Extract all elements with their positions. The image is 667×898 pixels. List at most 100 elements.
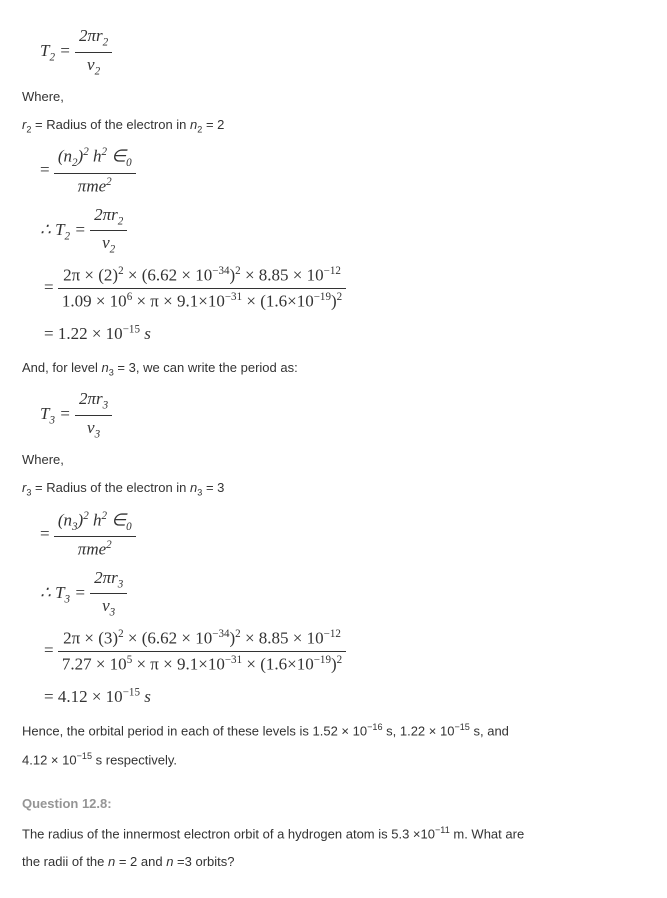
rad-ds: 0 <box>126 157 132 169</box>
r2-text: = Radius of the electron in <box>31 117 190 132</box>
cc: s, and <box>470 723 509 738</box>
r3c: h <box>89 510 102 529</box>
frac-t3: 2πr3 v3 <box>75 389 112 441</box>
cs3: −15 <box>77 751 92 761</box>
qs: −11 <box>435 825 450 835</box>
qc: the radii of the <box>22 854 108 869</box>
T2-s: T <box>55 220 64 239</box>
T3s: T <box>55 583 64 602</box>
t3ru: s <box>140 687 151 706</box>
t3s: 3 <box>49 415 55 427</box>
r3t: = Radius of the electron in <box>31 480 190 495</box>
frac-t3-big: 2π × (3)2 × (6.62 × 10−34)2 × 8.85 × 10−… <box>58 628 346 675</box>
t2-sub: 2 <box>49 51 55 63</box>
therefore-1: ∴ <box>40 220 55 239</box>
t2ru: s <box>140 324 151 343</box>
den2: v <box>102 233 110 252</box>
frac-t2-again: 2πr2 v2 <box>90 205 127 257</box>
t2rs: −15 <box>123 323 140 335</box>
frac-r2: (n2)2 h2 ∈0 πme2 <box>54 146 136 196</box>
qe: =3 orbits? <box>173 854 234 869</box>
t3d2: v <box>102 596 110 615</box>
b3d3: × (1.6×10 <box>242 655 314 674</box>
eq: = <box>59 41 75 60</box>
afl-b: = 3, we can write the period as: <box>114 360 298 375</box>
r3-definition: r3 = Radius of the electron in n3 = 3 <box>22 477 645 501</box>
qa: The radius of the innermost electron orb… <box>22 826 435 841</box>
tf3: ∴ <box>40 583 55 602</box>
t3d2s: 3 <box>110 607 116 619</box>
equation-t2-def: T2 = 2πr2 v2 <box>40 26 645 78</box>
b3n2: × (6.62 × 10 <box>124 629 213 648</box>
num2: 2πr <box>94 205 118 224</box>
r3eq: = 3 <box>202 480 224 495</box>
qb: m. What are <box>450 826 524 841</box>
r3ds: 0 <box>126 521 132 533</box>
t3n2: 2πr <box>94 568 118 587</box>
qd: = 2 and <box>115 854 166 869</box>
t2r: = 1.22 × 10 <box>44 324 123 343</box>
conclusion-line2: 4.12 × 10−15 s respectively. <box>22 749 645 771</box>
bd3: × (1.6×10 <box>242 292 314 311</box>
bns2: −34 <box>212 265 229 277</box>
equation-t2-therefore: ∴ T 2 = 2πr2 v2 <box>40 205 645 257</box>
where-label-1: Where, <box>22 86 645 108</box>
b3d2: × π × 9.1×10 <box>132 655 225 674</box>
t3n2s: 3 <box>118 578 124 590</box>
den-sub: 2 <box>95 65 101 77</box>
eq2: = 2 <box>202 117 224 132</box>
r2-definition: r2 = Radius of the electron in n2 = 2 <box>22 114 645 138</box>
cs1: −16 <box>367 722 382 732</box>
equation-t3-big: = 2π × (3)2 × (6.62 × 10−34)2 × 8.85 × 1… <box>44 628 645 675</box>
b3n1: 2π × (3) <box>63 629 118 648</box>
afl-a: And, for level <box>22 360 102 375</box>
ce: s respectively. <box>92 752 177 767</box>
bds2: −31 <box>225 291 242 303</box>
b3ns2: −34 <box>212 628 229 640</box>
den-v: v <box>87 55 95 74</box>
cb: s, 1.22 × 10 <box>383 723 455 738</box>
t2-result: = 1.22 × 10−15 s <box>44 320 645 349</box>
bn4: × 8.85 × 10 <box>241 266 324 285</box>
equation-r3-formula: = (n3)2 h2 ∈0 πme2 <box>40 510 645 560</box>
r3dens: 2 <box>106 539 112 551</box>
eq3s: = <box>59 404 75 423</box>
n3n: 2πr <box>79 389 103 408</box>
rad-a: (n <box>58 147 72 166</box>
b3ns4: −12 <box>324 628 341 640</box>
conclusion-line1: Hence, the orbital period in each of the… <box>22 720 645 742</box>
eq3ss: = <box>70 583 90 602</box>
b3n4: × 8.85 × 10 <box>241 629 324 648</box>
r3d: ∈ <box>107 510 126 529</box>
frac-r3: (n3)2 h2 ∈0 πme2 <box>54 510 136 560</box>
cs2: −15 <box>454 722 469 732</box>
equation-r2-formula: = (n2)2 h2 ∈0 πme2 <box>40 146 645 196</box>
t3r: = 4.12 × 10 <box>44 687 123 706</box>
equation-t3-def: T3 = 2πr3 v3 <box>40 389 645 441</box>
bds3: −19 <box>314 291 331 303</box>
rad-d: ∈ <box>107 147 126 166</box>
question-body-line2: the radii of the n = 2 and n =3 orbits? <box>22 851 645 873</box>
question-heading: Question 12.8: <box>22 793 645 815</box>
bn1: 2π × (2) <box>63 266 118 285</box>
num-sub: 2 <box>103 36 109 48</box>
t3rs: −15 <box>123 687 140 699</box>
question-body-line1: The radius of the innermost electron orb… <box>22 823 645 845</box>
b3ds3: −19 <box>314 654 331 666</box>
nums2: 2 <box>118 215 124 227</box>
qn2: n <box>166 854 173 869</box>
bd2: × π × 9.1×10 <box>132 292 225 311</box>
afl-n: n <box>102 360 109 375</box>
t3-result: = 4.12 × 10−15 s <box>44 683 645 712</box>
and-for-level-n3: And, for level n3 = 3, we can write the … <box>22 357 645 381</box>
dens2: 2 <box>110 244 116 256</box>
r3den: πme <box>78 539 106 558</box>
where-label-2: Where, <box>22 449 645 471</box>
ca: Hence, the orbital period in each of the… <box>22 723 367 738</box>
n3ns: 3 <box>103 399 109 411</box>
equation-t2-big: = 2π × (2)2 × (6.62 × 10−34)2 × 8.85 × 1… <box>44 265 645 312</box>
eq2s: = <box>70 220 90 239</box>
bd1: 1.09 × 10 <box>62 292 127 311</box>
frac-2pir2-v2: 2πr2 v2 <box>75 26 112 78</box>
rad-dens: 2 <box>106 176 112 188</box>
